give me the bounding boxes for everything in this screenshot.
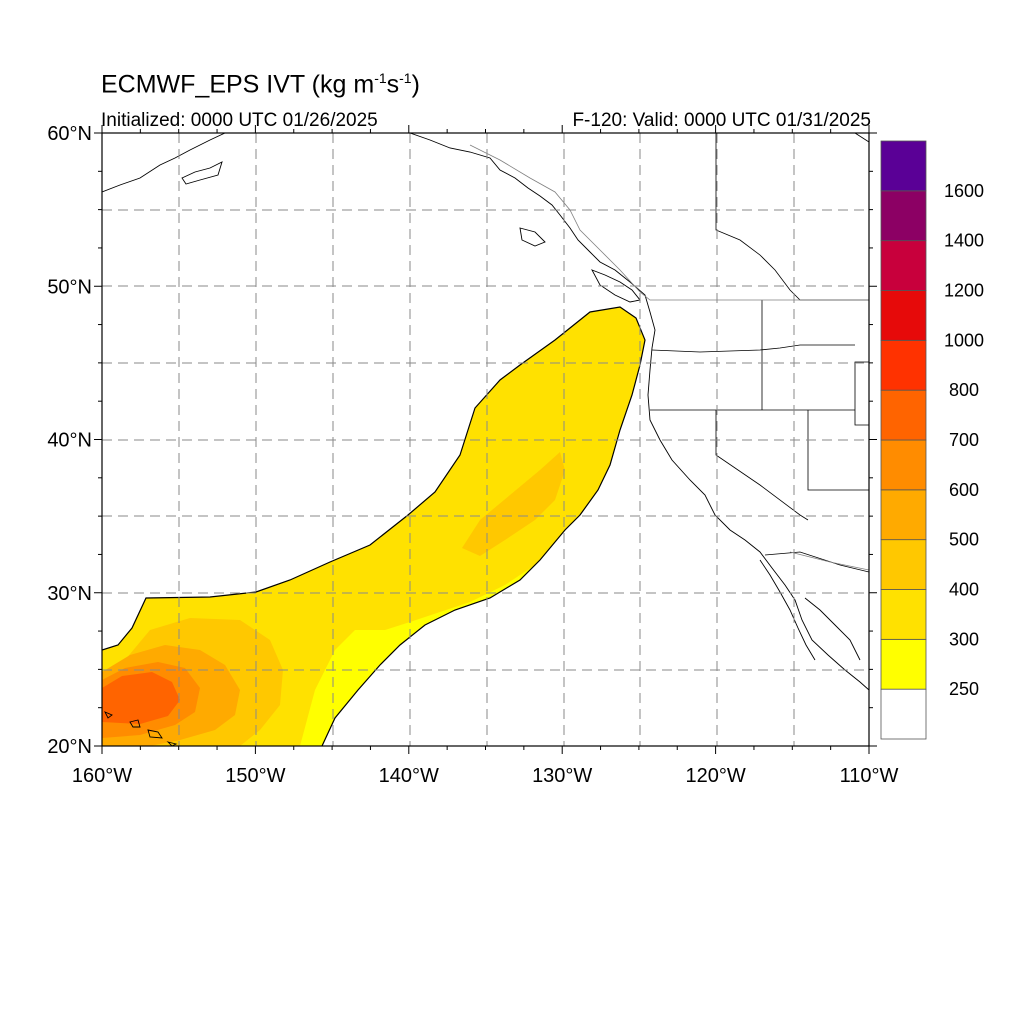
colorbar-label: 1000 — [944, 330, 984, 350]
colorbar-swatch — [880, 439, 927, 491]
colorbar-swatch — [880, 589, 927, 640]
colorbar-label: 600 — [949, 480, 979, 500]
colorbar-swatch — [880, 240, 927, 291]
lat-tick-labels: 60°N 50°N 40°N 30°N 20°N — [47, 123, 92, 758]
ivt-region-700 — [102, 672, 180, 724]
lat-tick-label: 50°N — [47, 276, 92, 298]
colorbar-label: 400 — [949, 580, 979, 600]
lon-tick-label: 120°W — [685, 765, 745, 787]
lon-tick-label: 130°W — [532, 765, 592, 787]
valid-time-label: F-120: Valid: 0000 UTC 01/31/2025 — [572, 110, 871, 131]
state-borders — [650, 133, 869, 573]
colorbar-swatch — [880, 389, 927, 441]
colorbar-swatch — [880, 638, 927, 690]
colorbar-label: 1400 — [944, 231, 984, 251]
colorbar-label: 1200 — [944, 281, 984, 301]
colorbar-label: 700 — [949, 430, 979, 450]
colorbar-swatch — [880, 290, 927, 341]
lat-tick-label: 60°N — [47, 123, 92, 145]
colorbar-swatch — [880, 688, 927, 740]
colorbar-label: 250 — [949, 679, 979, 699]
colorbar-swatch — [880, 140, 927, 192]
lon-tick-label: 140°W — [379, 765, 439, 787]
map-field — [102, 133, 869, 746]
lon-tick-label: 150°W — [225, 765, 285, 787]
lat-tick-label: 30°N — [47, 583, 92, 605]
colorbar-labels: 250 300 400 500 600 700 800 1000 1200 1400 1600 — [944, 181, 984, 699]
map-grid — [102, 133, 869, 746]
lat-tick-label: 40°N — [47, 430, 92, 452]
colorbar — [880, 140, 927, 740]
init-time-label: Initialized: 0000 UTC 01/26/2025 — [101, 110, 378, 131]
colorbar-label: 800 — [949, 380, 979, 400]
colorbar-label: 500 — [949, 530, 979, 550]
colorbar-label: 300 — [949, 629, 979, 649]
axis-ticks — [94, 125, 877, 754]
lon-tick-label: 110°W — [840, 765, 899, 787]
colorbar-swatch — [880, 190, 927, 242]
country-borders — [469, 144, 869, 571]
colorbar-swatch — [880, 539, 927, 590]
colorbar-label: 1600 — [944, 181, 984, 201]
coastlines — [102, 133, 869, 746]
lon-tick-labels: 160°W 150°W 140°W 130°W 120°W 110°W — [72, 765, 899, 787]
chart-title: ECMWF_EPS IVT (kg m-1s-1) — [101, 70, 420, 99]
ivt-core-400 — [462, 452, 565, 556]
lon-tick-label: 160°W — [72, 765, 132, 787]
ivt-250-contour — [102, 306, 646, 746]
colorbar-swatch — [880, 339, 927, 391]
lat-tick-label: 20°N — [47, 736, 92, 758]
colorbar-swatch — [880, 489, 927, 541]
